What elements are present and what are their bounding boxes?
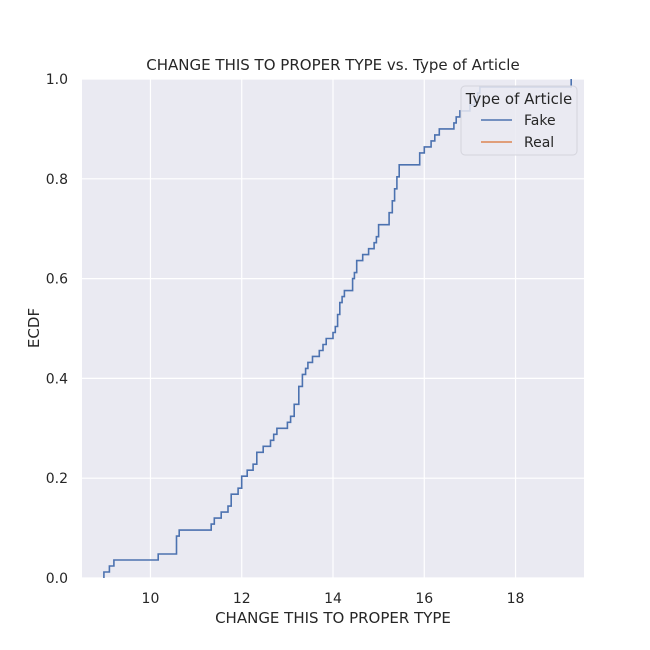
y-axis-ticks: 0.0 0.2 0.4 0.6 0.8 1.0 [46, 72, 68, 587]
series-line-fake [103, 79, 572, 578]
y-axis-label: ECDF [25, 308, 43, 348]
x-tick-label: 16 [415, 591, 433, 607]
x-axis-ticks: 10 12 14 16 18 [142, 591, 525, 607]
legend-title: Type of Article [465, 90, 573, 108]
x-tick-label: 12 [233, 591, 251, 607]
legend-label-real: Real [524, 135, 554, 151]
legend-box [460, 85, 578, 156]
y-tick-label: 0.4 [46, 371, 68, 387]
x-tick-label: 10 [142, 591, 160, 607]
legend-label-fake: Fake [524, 113, 556, 129]
y-tick-label: 0.8 [46, 172, 68, 188]
x-tick-label: 14 [324, 591, 342, 607]
chart-title: CHANGE THIS TO PROPER TYPE vs. Type of A… [146, 56, 519, 74]
x-tick-label: 18 [507, 591, 525, 607]
gridlines [82, 78, 584, 579]
y-tick-label: 0.6 [46, 272, 68, 288]
series-layer [103, 79, 572, 578]
legend: Type of Article Fake Real [460, 85, 578, 156]
y-tick-label: 0.0 [46, 571, 68, 587]
x-axis-label: CHANGE THIS TO PROPER TYPE [215, 609, 451, 627]
y-tick-label: 1.0 [46, 72, 68, 88]
y-tick-label: 0.2 [46, 471, 68, 487]
